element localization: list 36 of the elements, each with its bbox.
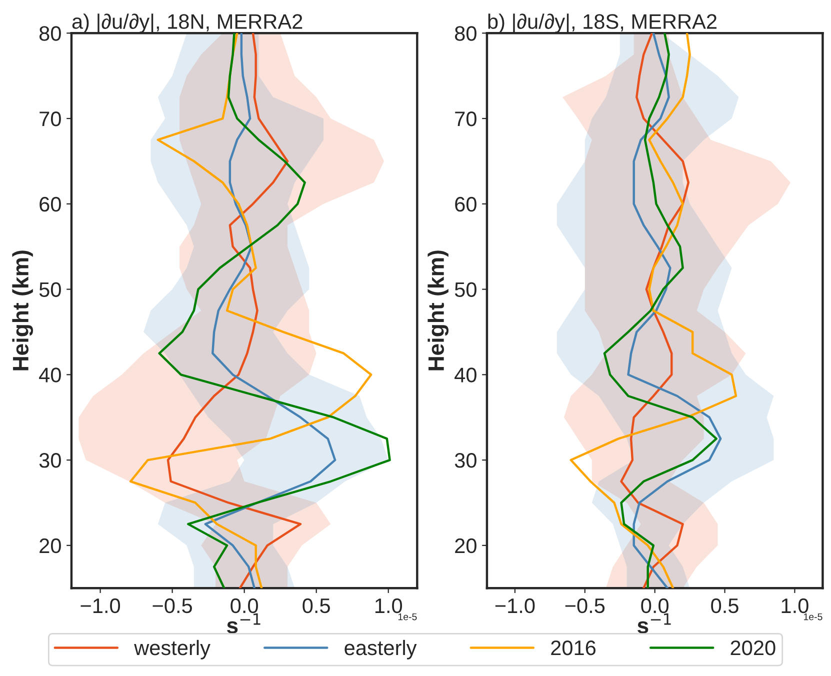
- y-axis-title: Height (km): [12, 250, 34, 370]
- y-tick-label: 80: [454, 26, 476, 41]
- x-tick-label: 0.5: [302, 598, 330, 614]
- y-tick-label: 30: [39, 453, 61, 468]
- y-tick-label: 70: [40, 112, 61, 126]
- y-tick-label: 50: [454, 282, 476, 298]
- x-tick-label: 1.0: [375, 598, 402, 614]
- y-axis-title: Height (km): [428, 250, 449, 370]
- y-tick-label: 40: [454, 368, 476, 382]
- x-tick-label: 0.5: [711, 598, 738, 614]
- legend-label: 2020: [730, 640, 776, 656]
- text: 1e-5: [804, 613, 822, 620]
- x-tick-label: −1.0: [80, 598, 120, 614]
- y-tick-label: 60: [455, 196, 476, 212]
- y-tick-label: 70: [455, 112, 476, 126]
- x-tick-label: 0.0: [230, 598, 258, 614]
- legend-label: 2016: [551, 640, 596, 656]
- y-tick-label: 40: [39, 368, 61, 382]
- x-tick-label: 1.0: [782, 598, 808, 614]
- legend-label: easterly: [344, 640, 417, 660]
- y-tick-label: 50: [39, 282, 61, 298]
- y-tick-label: 80: [39, 26, 61, 41]
- x-tick-label: −0.5: [152, 598, 192, 614]
- text: 1e-5: [398, 613, 417, 620]
- y-tick-label: 20: [40, 538, 61, 554]
- y-tick-label: 30: [454, 453, 476, 468]
- x-tick-label: 0.0: [641, 598, 668, 614]
- legend-label: westerly: [134, 640, 210, 660]
- chart-title: a) |∂u/∂y|, 18N, MERRA2: [72, 14, 302, 34]
- x-tick-label: −0.5: [565, 598, 605, 614]
- x-tick-label: −1.0: [495, 598, 535, 614]
- y-tick-label: 20: [455, 538, 476, 554]
- x-axis-title: s$^{−1}$: [226, 613, 260, 634]
- y-tick-label: 60: [40, 196, 61, 212]
- x-axis-title: s$^{−1}$: [638, 613, 671, 634]
- chart-title: b) |∂u/∂y|, 18S, MERRA2: [488, 14, 716, 34]
